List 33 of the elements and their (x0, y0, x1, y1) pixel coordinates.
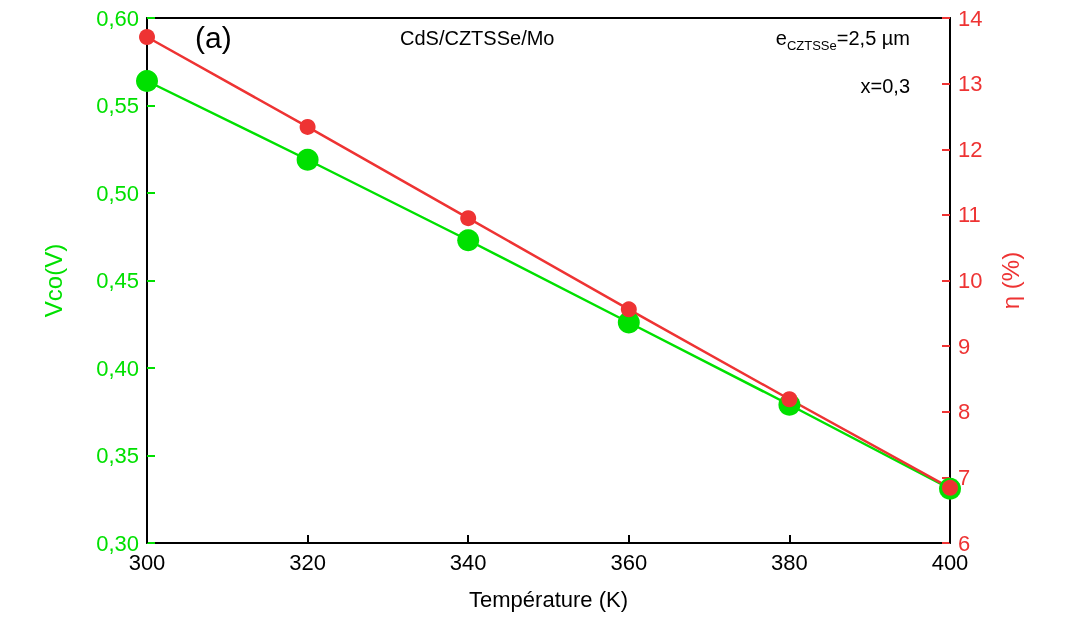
annotation: x=0,3 (860, 75, 910, 97)
y2-tick-label: 14 (958, 5, 983, 31)
point (620, 301, 637, 318)
point (136, 70, 158, 92)
point (460, 210, 477, 227)
y2-axis-title: η (%) (996, 251, 1024, 310)
y-tick-label: 0,60 (96, 5, 139, 31)
y2-tick-label: 12 (958, 136, 983, 162)
x-tick-label: 340 (449, 549, 487, 575)
y2-tick-label: 10 (958, 268, 983, 293)
y2-tick-label: 11 (958, 202, 981, 228)
y2-tick-label: 7 (958, 464, 971, 490)
x-tick-label: 320 (289, 549, 326, 575)
y-axis-title: Vco(V) (39, 243, 67, 318)
y-tick-label: 0,55 (96, 93, 139, 118)
point (139, 29, 155, 46)
x-axis-title: Température (K) (469, 586, 628, 612)
point (457, 229, 480, 252)
point (296, 148, 319, 171)
y-tick-label: 0,30 (96, 530, 139, 556)
y-tick-label: 0,40 (96, 355, 139, 381)
y-tick-label: 0,45 (96, 268, 139, 293)
y-tick-label: 0,35 (96, 443, 139, 468)
y2-tick-label: 8 (958, 399, 971, 425)
y-tick-label: 0,50 (96, 180, 139, 206)
x-tick-label: 380 (771, 549, 808, 575)
y2-tick-label: 9 (958, 333, 971, 359)
y2-tick-label: 13 (958, 71, 983, 97)
annotation: CdS/CZTSSe/Mo (400, 27, 555, 49)
point (299, 118, 316, 135)
annotation: (a) (195, 20, 232, 54)
x-tick-label: 360 (610, 549, 648, 575)
y2-tick-label: 6 (958, 530, 971, 556)
